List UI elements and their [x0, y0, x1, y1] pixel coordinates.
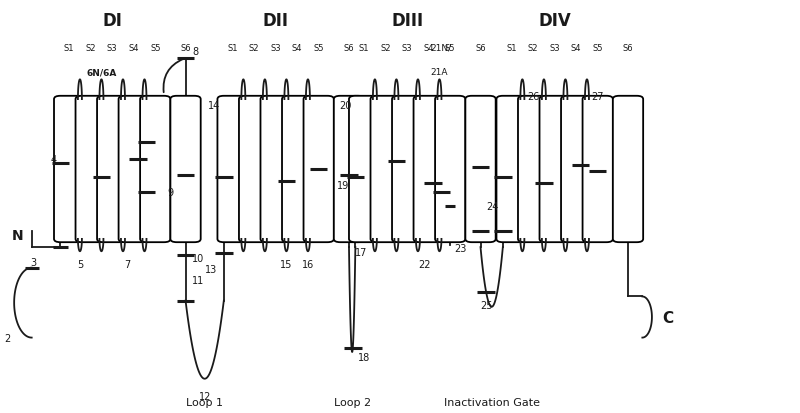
- FancyBboxPatch shape: [370, 97, 401, 242]
- FancyBboxPatch shape: [497, 97, 526, 242]
- Text: 25: 25: [480, 300, 492, 310]
- Text: Inactivation Gate: Inactivation Gate: [444, 398, 540, 408]
- Text: N: N: [11, 228, 23, 242]
- Text: 26: 26: [527, 92, 539, 102]
- Text: Loop 1: Loop 1: [186, 398, 223, 408]
- Text: S2: S2: [86, 44, 96, 53]
- Text: DIII: DIII: [391, 12, 423, 30]
- Text: C: C: [662, 310, 674, 325]
- Text: DII: DII: [262, 12, 289, 30]
- Text: S5: S5: [314, 44, 324, 53]
- Text: 21N/: 21N/: [430, 44, 451, 53]
- FancyBboxPatch shape: [282, 97, 312, 242]
- Text: S4: S4: [292, 44, 302, 53]
- Text: S2: S2: [381, 44, 391, 53]
- Text: S6: S6: [180, 44, 191, 53]
- Text: 14: 14: [207, 101, 220, 111]
- Text: 13: 13: [205, 264, 218, 274]
- Text: S4: S4: [129, 44, 139, 53]
- Text: S1: S1: [359, 44, 370, 53]
- FancyBboxPatch shape: [218, 97, 248, 242]
- Text: 17: 17: [355, 247, 368, 257]
- Text: 11: 11: [192, 275, 204, 285]
- Text: DIV: DIV: [538, 12, 571, 30]
- Text: 4: 4: [50, 154, 56, 164]
- FancyBboxPatch shape: [539, 97, 570, 242]
- FancyBboxPatch shape: [613, 97, 643, 242]
- Text: 18: 18: [358, 352, 370, 362]
- Text: S1: S1: [227, 44, 238, 53]
- FancyBboxPatch shape: [518, 97, 548, 242]
- FancyBboxPatch shape: [118, 97, 149, 242]
- FancyBboxPatch shape: [140, 97, 170, 242]
- FancyBboxPatch shape: [97, 97, 127, 242]
- Text: 27: 27: [591, 92, 604, 102]
- Text: 5: 5: [77, 260, 83, 270]
- FancyBboxPatch shape: [392, 97, 422, 242]
- Text: 21A: 21A: [430, 68, 448, 77]
- Text: 3: 3: [30, 258, 36, 268]
- Text: 12: 12: [198, 391, 211, 401]
- Text: 16: 16: [302, 260, 314, 270]
- FancyBboxPatch shape: [435, 97, 466, 242]
- FancyBboxPatch shape: [414, 97, 444, 242]
- Text: S3: S3: [107, 44, 118, 53]
- FancyBboxPatch shape: [54, 97, 84, 242]
- Text: 23: 23: [454, 243, 466, 254]
- Text: 24: 24: [486, 202, 498, 211]
- Text: 15: 15: [280, 260, 293, 270]
- FancyBboxPatch shape: [561, 97, 591, 242]
- Text: S5: S5: [445, 44, 455, 53]
- FancyBboxPatch shape: [582, 97, 613, 242]
- FancyBboxPatch shape: [303, 97, 334, 242]
- Text: S1: S1: [506, 44, 517, 53]
- Text: S2: S2: [249, 44, 259, 53]
- Text: 19: 19: [337, 181, 349, 191]
- Text: DI: DI: [102, 12, 122, 30]
- Text: S6: S6: [344, 44, 354, 53]
- Text: S6: S6: [475, 44, 486, 53]
- FancyBboxPatch shape: [349, 97, 379, 242]
- Text: S4: S4: [423, 44, 434, 53]
- Text: S3: S3: [270, 44, 281, 53]
- Text: S3: S3: [402, 44, 413, 53]
- Text: S6: S6: [622, 44, 634, 53]
- Text: 9: 9: [167, 187, 174, 197]
- FancyBboxPatch shape: [170, 97, 201, 242]
- Text: 22: 22: [418, 260, 431, 270]
- Text: S5: S5: [150, 44, 161, 53]
- Text: S4: S4: [571, 44, 582, 53]
- FancyBboxPatch shape: [334, 97, 364, 242]
- FancyBboxPatch shape: [75, 97, 106, 242]
- Text: S5: S5: [593, 44, 603, 53]
- Text: 20: 20: [339, 101, 351, 111]
- Text: 8: 8: [192, 47, 198, 57]
- Text: S2: S2: [528, 44, 538, 53]
- FancyBboxPatch shape: [466, 97, 496, 242]
- Text: 10: 10: [192, 254, 204, 263]
- Text: S1: S1: [64, 44, 74, 53]
- Text: 2: 2: [4, 334, 10, 344]
- Text: Loop 2: Loop 2: [334, 398, 370, 408]
- Text: 6N/6A: 6N/6A: [86, 68, 117, 77]
- Text: S3: S3: [550, 44, 560, 53]
- Text: 7: 7: [124, 260, 130, 270]
- FancyBboxPatch shape: [239, 97, 270, 242]
- FancyBboxPatch shape: [261, 97, 290, 242]
